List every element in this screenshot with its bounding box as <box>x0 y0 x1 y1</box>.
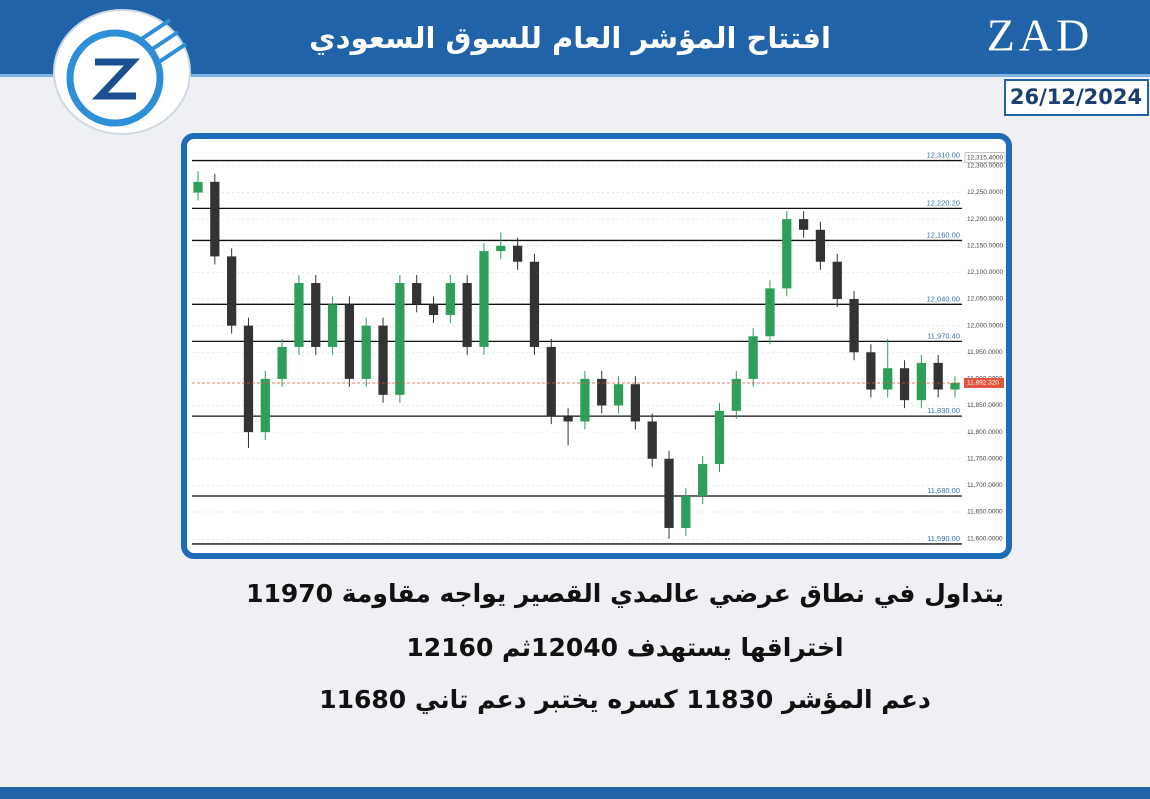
candle-body <box>597 378 607 406</box>
date-box <box>1004 79 1149 116</box>
brand: ZAD <box>987 10 1094 61</box>
level-label: 11,830.00 <box>927 406 960 415</box>
top-price-box <box>964 152 1006 163</box>
candle-body <box>378 325 388 395</box>
candle-body <box>193 181 203 193</box>
date: 26/12/2024 <box>1010 85 1142 109</box>
y-tick-label: 11,650.0000 <box>967 509 1003 516</box>
y-tick-label: 12,050.0000 <box>967 296 1004 303</box>
candle-body <box>311 283 321 347</box>
level-label: 12,040.00 <box>927 294 960 303</box>
candle-body <box>832 261 842 300</box>
candle-body <box>512 245 523 262</box>
y-tick-label: 11,750.0000 <box>967 455 1003 462</box>
candle-body <box>496 245 506 252</box>
footer-bar <box>0 787 1150 799</box>
top-price-label: 12,315.4000 <box>967 154 1004 161</box>
candle-body <box>866 352 876 390</box>
candle-body <box>412 283 422 305</box>
candle-body <box>546 346 556 417</box>
candle-body <box>849 299 859 353</box>
candle-body <box>714 410 725 465</box>
level-label: 12,160.00 <box>927 230 960 239</box>
y-tick-label: 12,100.0000 <box>967 269 1004 276</box>
candle-body <box>782 219 792 289</box>
candle-body <box>950 382 960 390</box>
chart-frame <box>181 133 1012 559</box>
body-line: يتداول في نطاق عرضي عالمدي القصير يواجه … <box>246 579 1004 609</box>
candle-body <box>899 368 910 401</box>
y-tick-label: 12,200.0000 <box>967 216 1004 223</box>
candle-body <box>681 496 691 528</box>
candle-body <box>294 283 304 347</box>
y-tick-label: 11,800.0000 <box>967 429 1003 436</box>
current-price-box <box>964 377 1004 388</box>
candle-body <box>647 421 657 459</box>
candle-body <box>580 378 590 422</box>
y-tick-label: 12,150.0000 <box>967 242 1004 249</box>
level-label: 11,590.00 <box>927 534 960 543</box>
header-title: افتتاح المؤشر العام للسوق السعودي <box>309 21 831 55</box>
candle-body <box>883 368 893 390</box>
y-tick-label: 12,250.0000 <box>967 189 1004 196</box>
level-label: 11,680.00 <box>927 486 960 495</box>
y-tick-label: 12,000.0000 <box>967 322 1004 329</box>
y-tick-label: 11,600.0000 <box>967 535 1003 542</box>
y-tick-label: 12,300.0000 <box>967 163 1004 170</box>
candle-body <box>731 378 741 411</box>
candle-body <box>445 283 455 315</box>
body-text: يتداول في نطاق عرضي عالمدي القصير يواجه … <box>246 579 1004 715</box>
candle-body <box>529 261 540 347</box>
candle-body <box>361 325 371 379</box>
candle-body <box>327 304 338 347</box>
candle-body <box>243 325 254 433</box>
candle-body <box>479 251 489 347</box>
level-label: 11,970.40 <box>927 331 960 340</box>
level-label: 12,310.00 <box>927 151 960 160</box>
body-line: دعم المؤشر 11830 كسره يختبر دعم تاني 116… <box>319 685 931 715</box>
candle-body <box>563 416 573 422</box>
header-strip <box>0 74 1150 77</box>
header-bar <box>0 0 1150 74</box>
candle-body <box>462 283 472 347</box>
y-tick-label: 11,700.0000 <box>967 482 1003 489</box>
y-tick-label: 11,850.0000 <box>967 402 1003 409</box>
logo <box>53 9 191 135</box>
candle-body <box>613 384 624 406</box>
candle-body <box>698 464 708 497</box>
y-tick-label: 11,950.0000 <box>967 349 1003 356</box>
candle-body <box>916 362 926 401</box>
candle-body <box>277 346 287 379</box>
candle-body <box>428 304 439 315</box>
candle-body <box>933 362 943 390</box>
candle-body <box>260 378 270 433</box>
candle-body <box>395 283 405 395</box>
level-label: 12,220.20 <box>927 198 960 207</box>
candle-body <box>630 384 641 422</box>
body-line: اختراقها يستهدف 12040ثم 12160 <box>406 633 843 663</box>
candle-body <box>748 336 758 379</box>
candle-body <box>344 304 355 379</box>
current-price-label: 11,892.320 <box>967 380 999 387</box>
chart: 11,600.0000 11,650.0000 11,700.0000 11,750.… <box>192 151 1006 545</box>
candle-body <box>227 256 237 326</box>
candle-body <box>210 181 220 257</box>
candle-body <box>798 219 809 230</box>
candle-body <box>765 288 775 337</box>
candle-body <box>815 229 826 262</box>
candle-body <box>664 458 674 528</box>
